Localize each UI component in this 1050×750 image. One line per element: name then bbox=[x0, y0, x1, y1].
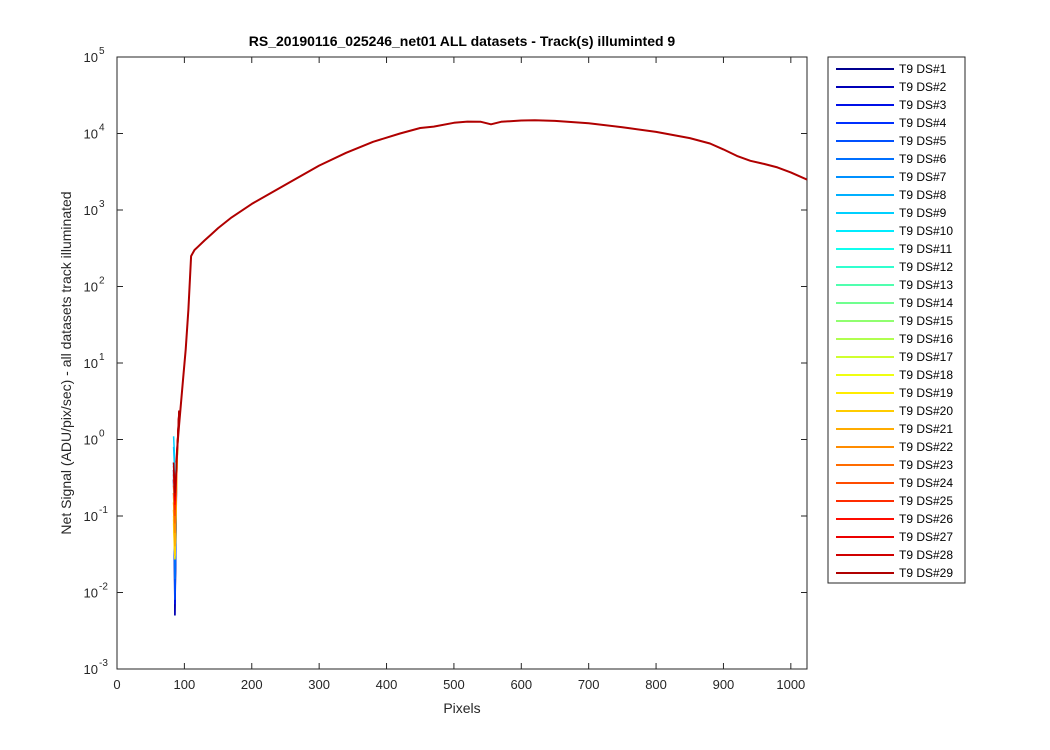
y-tick-exponent: 1 bbox=[99, 352, 105, 363]
x-tick-label: 700 bbox=[578, 677, 600, 692]
x-tick-label: 100 bbox=[174, 677, 196, 692]
legend-entry: T9 DS#23 bbox=[899, 458, 953, 472]
y-tick-label: 10 bbox=[84, 433, 98, 448]
y-tick-label: 10 bbox=[84, 203, 98, 218]
y-tick-exponent: -1 bbox=[99, 505, 108, 516]
y-tick-label: 10 bbox=[84, 586, 98, 601]
y-tick-label: 10 bbox=[84, 50, 98, 65]
plot-frame bbox=[116, 56, 808, 670]
legend-entry: T9 DS#11 bbox=[899, 242, 952, 256]
legend-entry: T9 DS#17 bbox=[899, 350, 953, 364]
legend-entry: T9 DS#28 bbox=[899, 548, 953, 562]
legend-entry: T9 DS#9 bbox=[899, 206, 947, 220]
x-tick-label: 1000 bbox=[776, 677, 805, 692]
y-tick-label: 10 bbox=[84, 662, 98, 677]
legend-entry: T9 DS#16 bbox=[899, 332, 953, 346]
legend-entry: T9 DS#14 bbox=[899, 296, 953, 310]
y-tick-exponent: 4 bbox=[99, 123, 105, 134]
legend: T9 DS#1 T9 DS#2 T9 DS#3 T9 DS#4 T9 DS#5 T9 DS… bbox=[827, 56, 966, 584]
y-tick-exponent: -2 bbox=[99, 582, 108, 593]
legend-entry: T9 DS#18 bbox=[899, 368, 953, 382]
y-tick-label: 10 bbox=[84, 127, 98, 142]
x-tick-label: 200 bbox=[241, 677, 263, 692]
legend-entry: T9 DS#1 bbox=[899, 62, 947, 76]
x-axis-label: Pixels bbox=[443, 700, 480, 716]
x-axis: 0 100 200 300 400 500 600 700 800 900 1000 bbox=[113, 57, 805, 692]
y-tick-label: 10 bbox=[84, 280, 98, 295]
legend-entry: T9 DS#21 bbox=[899, 422, 953, 436]
legend-entry: T9 DS#8 bbox=[899, 188, 947, 202]
legend-entry: T9 DS#15 bbox=[899, 314, 953, 328]
legend-entry: T9 DS#25 bbox=[899, 494, 953, 508]
legend-entry: T9 DS#26 bbox=[899, 512, 953, 526]
legend-entry: T9 DS#5 bbox=[899, 134, 947, 148]
y-tick-exponent: -3 bbox=[99, 658, 108, 669]
legend-entry: T9 DS#2 bbox=[899, 80, 947, 94]
series-layer bbox=[172, 119, 807, 616]
legend-entry: T9 DS#13 bbox=[899, 278, 953, 292]
series-line-main bbox=[175, 119, 807, 463]
legend-entry: T9 DS#6 bbox=[899, 152, 947, 166]
legend-entry: T9 DS#27 bbox=[899, 530, 953, 544]
legend-entry: T9 DS#7 bbox=[899, 170, 947, 184]
legend-entry: T9 DS#19 bbox=[899, 386, 953, 400]
x-tick-label: 500 bbox=[443, 677, 465, 692]
y-tick-exponent: 2 bbox=[99, 276, 105, 287]
y-tick-exponent: 0 bbox=[99, 429, 105, 440]
legend-entry: T9 DS#29 bbox=[899, 566, 953, 580]
y-axis-label: Net Signal (ADU/pix/sec) - all datasets … bbox=[58, 191, 74, 534]
legend-entry: T9 DS#4 bbox=[899, 116, 947, 130]
legend-entry: T9 DS#3 bbox=[899, 98, 947, 112]
y-tick-label: 10 bbox=[84, 356, 98, 371]
legend-entry: T9 DS#20 bbox=[899, 404, 953, 418]
legend-entry: T9 DS#12 bbox=[899, 260, 953, 274]
y-tick-label: 10 bbox=[84, 509, 98, 524]
legend-entry: T9 DS#10 bbox=[899, 224, 953, 238]
x-tick-label: 800 bbox=[645, 677, 667, 692]
y-tick-exponent: 3 bbox=[99, 199, 105, 210]
x-tick-label: 900 bbox=[713, 677, 735, 692]
legend-entry: T9 DS#24 bbox=[899, 476, 953, 490]
x-tick-label: 400 bbox=[376, 677, 398, 692]
x-tick-label: 600 bbox=[510, 677, 532, 692]
y-tick-exponent: 5 bbox=[99, 46, 105, 57]
plot-area bbox=[116, 56, 808, 670]
legend-entry: T9 DS#22 bbox=[899, 440, 953, 454]
x-tick-label: 0 bbox=[113, 677, 120, 692]
x-tick-label: 300 bbox=[308, 677, 330, 692]
chart-title: RS_20190116_025246_net01 ALL datasets - … bbox=[249, 33, 676, 49]
